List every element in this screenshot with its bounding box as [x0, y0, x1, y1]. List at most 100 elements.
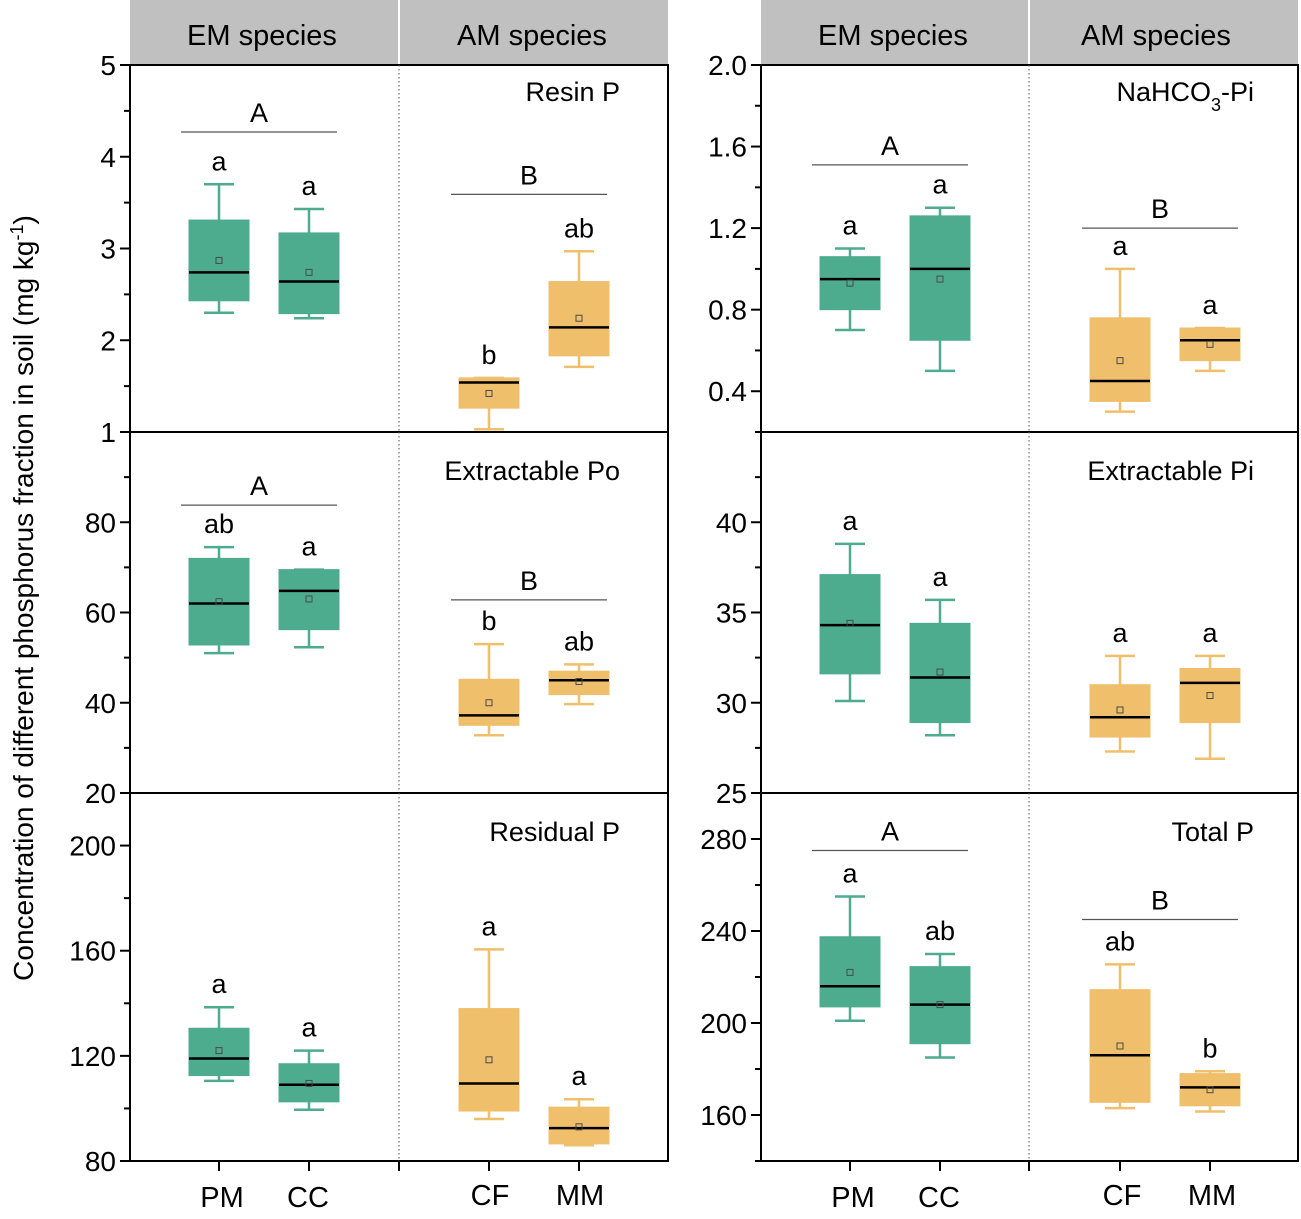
y-axis-label: Concentration of different phosphorus fr… [7, 215, 39, 981]
y-tick-label: 30 [716, 688, 747, 719]
y-tick-label: 200 [700, 1008, 747, 1039]
group-sig-letter-em: A [881, 131, 899, 161]
box-mm: ab [548, 213, 610, 369]
header-left-am-label: AM species [457, 20, 607, 52]
box-mean [1206, 692, 1214, 700]
y-tick-label: 25 [716, 778, 747, 809]
x-label-left-cc: CC [287, 1182, 329, 1214]
box-mean [485, 389, 493, 397]
box-pm: a [188, 969, 250, 1083]
sig-letter: a [301, 171, 317, 201]
box-pm: a [188, 146, 250, 314]
box-mm: a [1179, 618, 1241, 760]
header-left-em-label: EM species [187, 20, 337, 52]
y-tick-label: 80 [85, 507, 116, 538]
y-tick-label: 0.4 [708, 376, 747, 407]
y-tick-label: 1.6 [708, 132, 747, 163]
box-mean [936, 1001, 944, 1009]
box-pm: ab [188, 509, 250, 655]
sig-letter: a [301, 1013, 317, 1043]
y-tick-label: 160 [700, 1100, 747, 1131]
box-iqr [1089, 684, 1151, 738]
x-label-left-mm: MM [556, 1180, 604, 1212]
box-mean [575, 678, 583, 686]
box-iqr [909, 622, 971, 724]
header-left: EM species AM species [130, 0, 668, 65]
sig-letter: ab [564, 626, 594, 656]
box-iqr [1179, 1073, 1241, 1107]
group-sig-letter-am: B [520, 566, 538, 596]
box-iqr [909, 215, 971, 341]
box-iqr [1179, 667, 1241, 724]
box-mean [575, 1123, 583, 1131]
group-sig-letter-em: A [881, 817, 899, 847]
box-cc: a [909, 562, 971, 737]
box-cc: a [278, 171, 340, 320]
box-mean [846, 968, 854, 976]
panel-title: Residual P [489, 817, 620, 847]
y-tick-label: 80 [85, 1146, 116, 1177]
box-cf: b [458, 606, 520, 737]
x-label-right-cc: CC [918, 1182, 960, 1214]
sig-letter: a [1112, 618, 1128, 648]
y-tick-label: 60 [85, 598, 116, 629]
x-label-left-cf: CF [471, 1180, 510, 1212]
y-tick-label: 1.2 [708, 213, 747, 244]
box-mean [485, 699, 493, 707]
sig-letter: a [211, 146, 227, 176]
y-tick-label: 20 [85, 778, 116, 809]
panel-5: 160 200 240 280 Total P a ab ab b A B [700, 792, 1299, 1171]
panel-title: Total P [1171, 817, 1254, 847]
box-mean [215, 256, 223, 264]
box-mm: a [1179, 290, 1241, 373]
box-iqr [819, 256, 881, 311]
box-iqr [278, 569, 340, 631]
box-mean [1206, 1086, 1214, 1094]
sig-letter: a [1202, 290, 1218, 320]
box-iqr [1089, 989, 1151, 1103]
group-sig-letter-em: A [250, 471, 268, 501]
box-mm: ab [548, 626, 610, 706]
box-mean [936, 275, 944, 283]
panel-2: 80 120 160 200 Residual P a a a a [69, 792, 669, 1177]
box-cc: a [909, 170, 971, 373]
box-iqr [1089, 317, 1151, 402]
box-iqr [1179, 327, 1241, 362]
sig-letter: a [932, 562, 948, 592]
group-sig-letter-am: B [1151, 886, 1169, 916]
y-tick-label: 4 [100, 142, 116, 173]
box-pm: a [819, 506, 881, 703]
sig-letter: ab [925, 916, 955, 946]
y-axis-label-sup: -1 [7, 224, 27, 240]
box-mean [305, 268, 313, 276]
sig-letter: ab [564, 213, 594, 243]
box-iqr [548, 1106, 610, 1145]
sig-letter: b [481, 340, 496, 370]
y-tick-label: 280 [700, 824, 747, 855]
group-sig-letter-am: B [520, 160, 538, 190]
box-mean [305, 1079, 313, 1087]
sig-letter: ab [204, 509, 234, 539]
y-tick-label: 0.8 [708, 295, 747, 326]
sig-letter: a [842, 211, 858, 241]
sig-letter: b [1202, 1033, 1217, 1063]
box-cf: a [1089, 231, 1151, 413]
box-mean [846, 279, 854, 287]
box-pm: a [819, 859, 881, 1022]
x-labels-right: PM CC CF MM [831, 1180, 1236, 1214]
box-cc: a [278, 532, 340, 649]
box-mean [305, 595, 313, 603]
y-tick-label: 2 [100, 325, 116, 356]
panel-title: Extractable Po [444, 456, 620, 486]
header-right-em-label: EM species [818, 20, 968, 52]
group-sig-letter-am: B [1151, 194, 1169, 224]
panel-4: 25 30 35 40 Extractable Pi a a a a [716, 431, 1299, 809]
x-label-right-mm: MM [1188, 1180, 1236, 1212]
y-axis-label-main: Concentration of different phosphorus fr… [8, 241, 39, 981]
panel-title: Resin P [525, 77, 620, 107]
sig-letter: a [211, 969, 227, 999]
y-tick-label: 120 [69, 1041, 116, 1072]
x-labels-left: PM CC CF MM [200, 1180, 604, 1214]
